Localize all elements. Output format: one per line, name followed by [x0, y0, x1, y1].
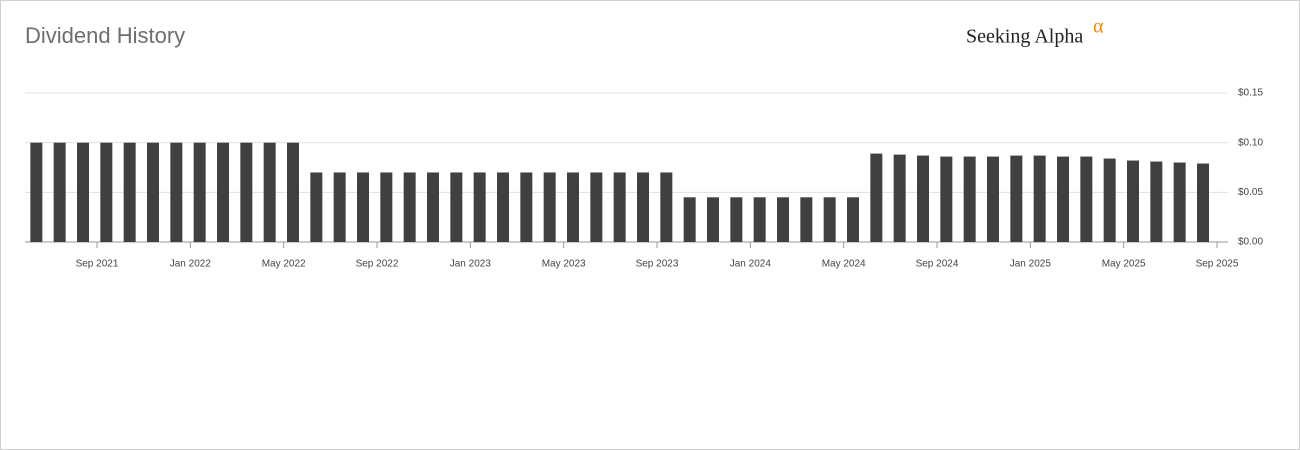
bar: [1127, 160, 1139, 242]
bar: [847, 197, 859, 242]
logo-symbol: α: [1093, 16, 1104, 38]
bar: [100, 142, 113, 242]
bar: [823, 197, 836, 242]
bar: [240, 142, 253, 242]
bar: [543, 172, 556, 242]
bar: [497, 172, 509, 242]
y-tick-label: $0.05: [1238, 187, 1263, 198]
bar: [193, 142, 206, 242]
bar: [357, 172, 369, 242]
bar: [1033, 155, 1046, 242]
bar: [1057, 156, 1069, 242]
bar: [893, 154, 906, 242]
bar: [917, 155, 929, 242]
y-tick-label: $0.10: [1238, 137, 1263, 148]
bar: [800, 197, 813, 242]
bar: [963, 156, 976, 242]
bar: [637, 172, 649, 242]
x-tick-label: Jan 2022: [170, 259, 212, 270]
x-tick-label: Jan 2024: [730, 259, 772, 270]
bar: [777, 197, 789, 242]
bar: [170, 142, 183, 242]
bar: [1173, 162, 1186, 242]
bar: [753, 197, 766, 242]
bar: [660, 172, 673, 242]
y-tick-label: $0.00: [1238, 237, 1263, 248]
x-tick-label: May 2022: [262, 259, 306, 270]
bar: [333, 172, 346, 242]
bar: [53, 142, 66, 242]
bar: [987, 156, 999, 242]
bar: [473, 172, 486, 242]
bar: [403, 172, 416, 242]
x-tick-label: Sep 2023: [636, 259, 679, 270]
bar: [450, 172, 463, 242]
bar: [707, 197, 719, 242]
bar: [520, 172, 533, 242]
bar: [287, 142, 299, 242]
bar: [1080, 156, 1093, 242]
bar: [1103, 158, 1116, 242]
x-tick-label: Jan 2023: [450, 259, 492, 270]
bar: [147, 142, 159, 242]
bar: [567, 172, 579, 242]
bar: [1150, 161, 1163, 242]
x-tick-label: Sep 2025: [1196, 259, 1239, 270]
bar: [427, 172, 439, 242]
bar: [1197, 163, 1209, 242]
logo: Seeking Alpha: [966, 26, 1083, 48]
bar: [730, 197, 743, 242]
bar: [30, 142, 43, 242]
bar: [380, 172, 393, 242]
x-tick-label: May 2023: [542, 259, 586, 270]
bar: [123, 142, 136, 242]
y-tick-label: $0.15: [1238, 88, 1263, 99]
x-tick-label: Jan 2025: [1010, 259, 1052, 270]
x-tick-label: May 2024: [822, 259, 866, 270]
bar: [77, 142, 89, 242]
chart-title: Dividend History: [25, 23, 185, 48]
bar: [217, 142, 229, 242]
bar: [870, 153, 883, 242]
bar: [940, 156, 953, 242]
x-tick-label: May 2025: [1102, 259, 1146, 270]
x-tick-label: Sep 2024: [916, 259, 959, 270]
bar: [310, 172, 323, 242]
x-tick-label: Sep 2021: [76, 259, 119, 270]
bar: [263, 142, 276, 242]
bar: [683, 197, 696, 242]
bar: [613, 172, 626, 242]
bar: [590, 172, 603, 242]
bar: [1010, 155, 1023, 242]
x-tick-label: Sep 2022: [356, 259, 399, 270]
